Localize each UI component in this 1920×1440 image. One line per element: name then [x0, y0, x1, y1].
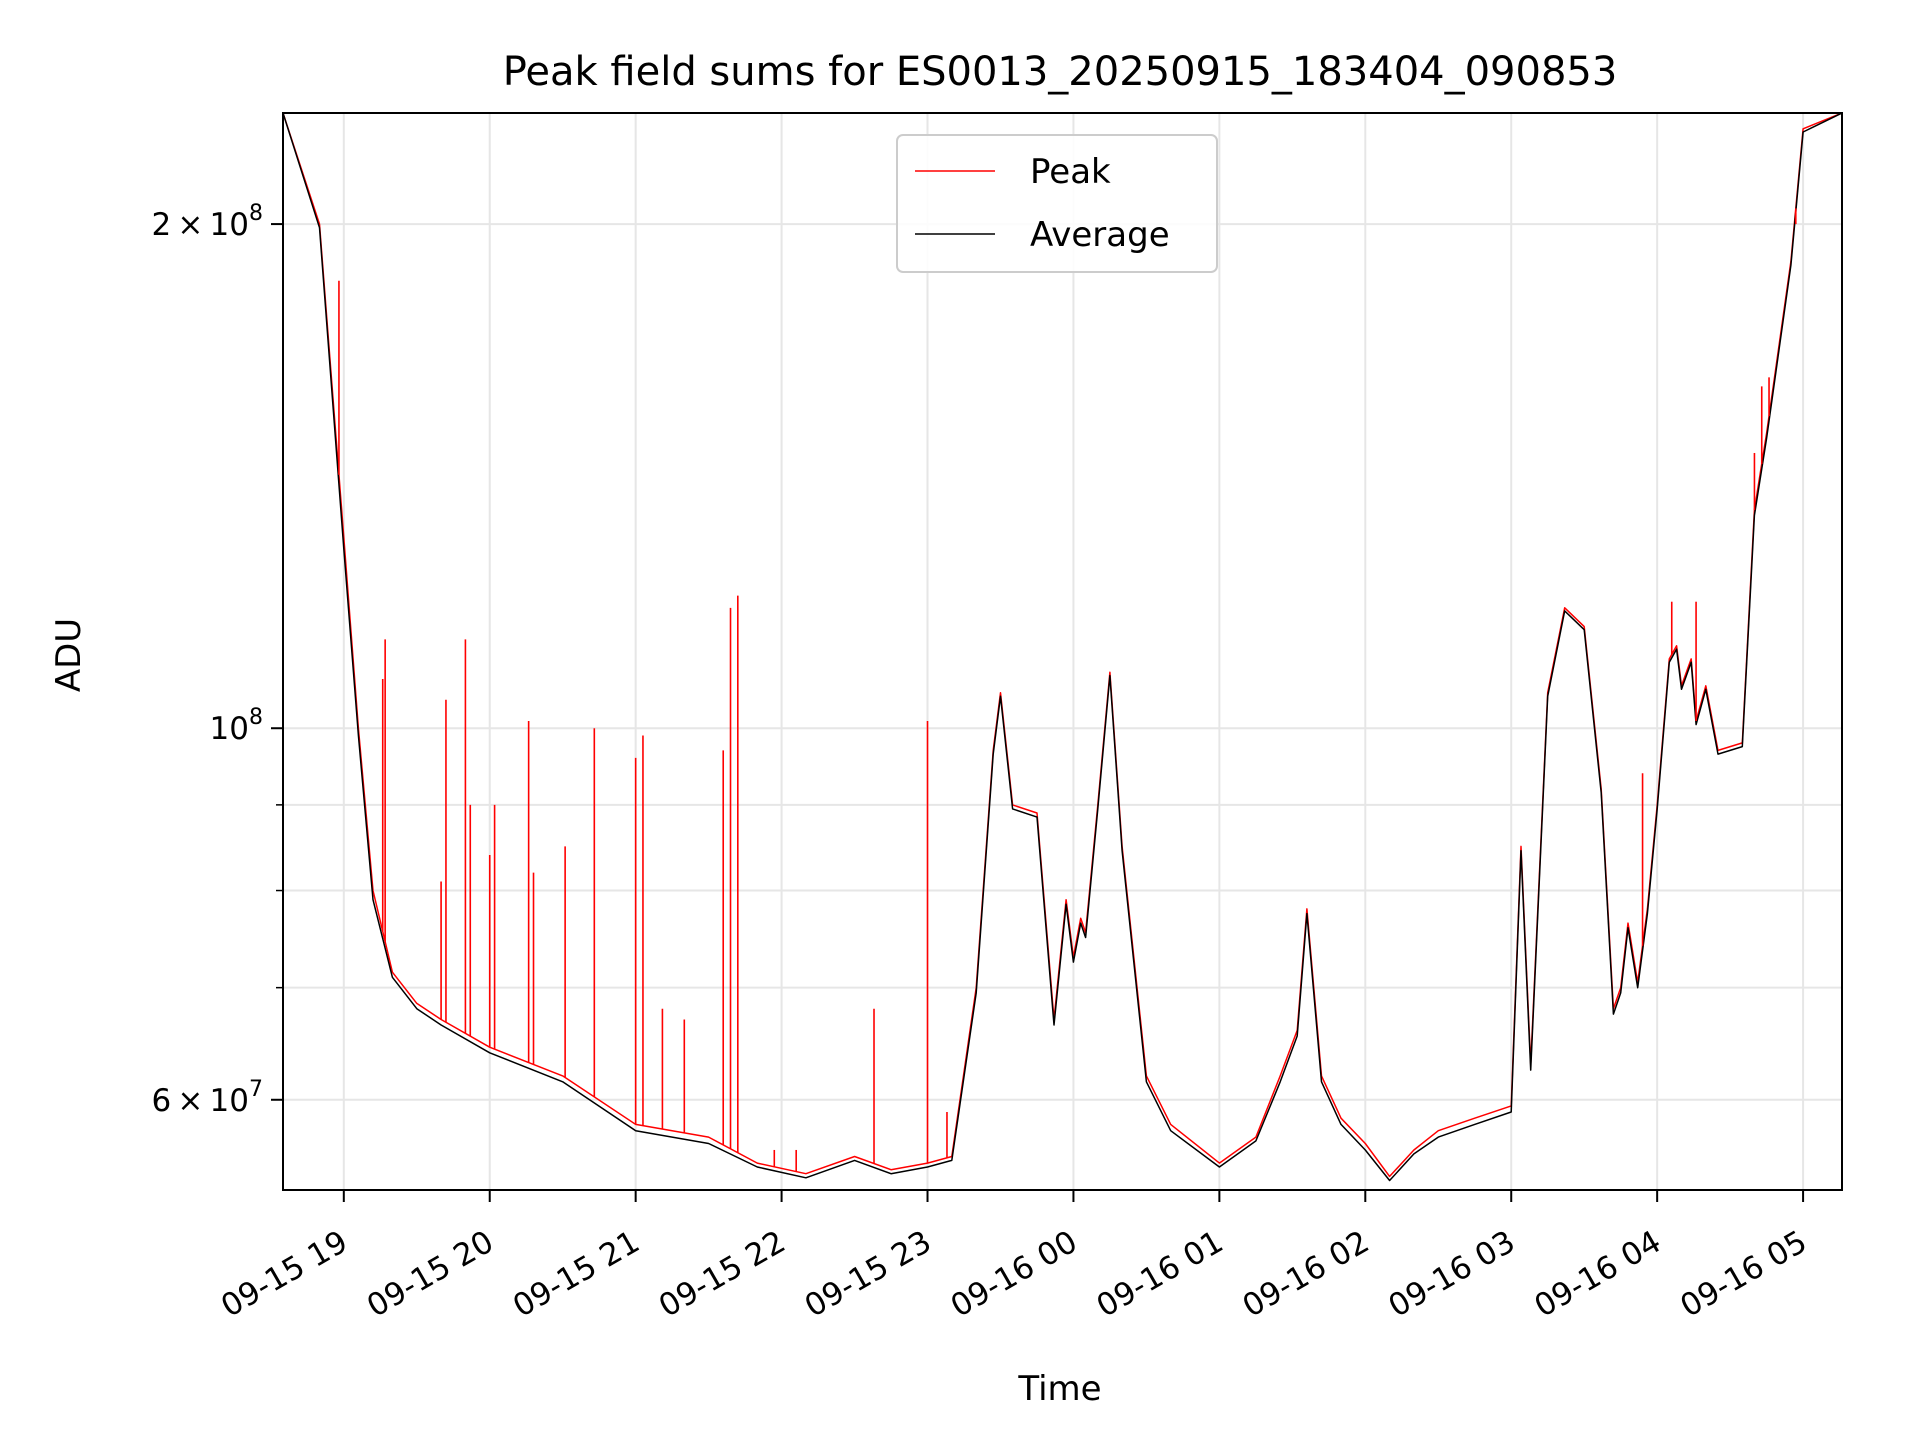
y-axis-label: ADU: [49, 618, 89, 692]
y-tick-label: 6 × 107: [151, 1077, 263, 1119]
series-line-average: [283, 113, 1842, 1182]
legend-label-average: Average: [1030, 215, 1170, 255]
chart-title: Peak field sums for ES0013_20250915_1834…: [503, 49, 1618, 95]
y-tick-label: 2 × 108: [151, 201, 263, 243]
legend: Peak Average: [896, 134, 1218, 273]
series-layer: [283, 113, 1842, 1182]
legend-box: [896, 134, 1218, 273]
legend-label-peak: Peak: [1030, 152, 1111, 192]
x-axis-label: Time: [1017, 1369, 1101, 1409]
plot-frame: [282, 112, 1843, 1191]
y-axis: 6 × 107 108 2 × 108: [151, 201, 283, 1119]
y-tick-label: 108: [210, 705, 263, 747]
